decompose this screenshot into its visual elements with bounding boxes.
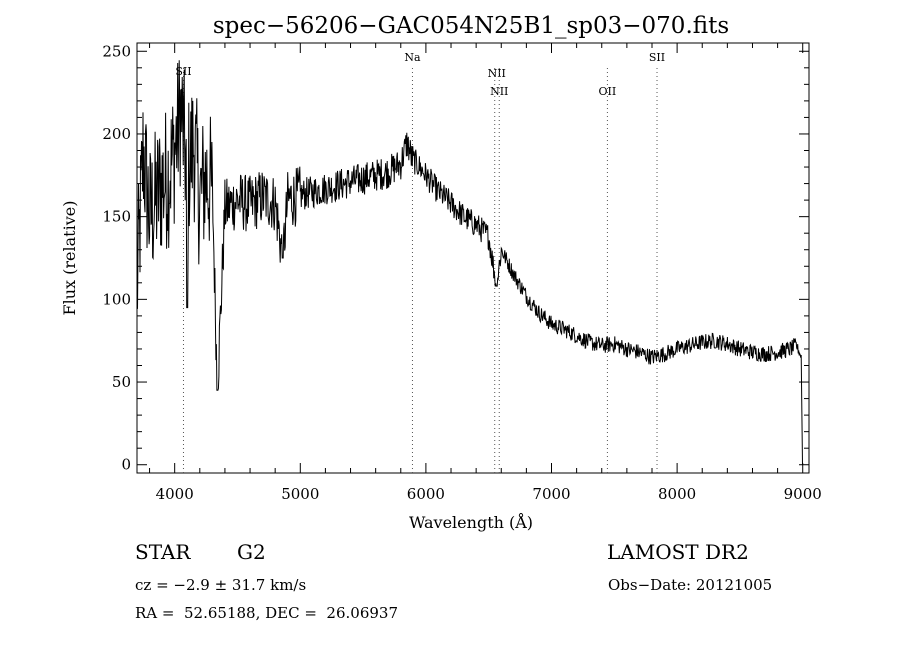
y-tick-label: 250 [102,42,131,60]
y-tick-label: 200 [102,125,131,143]
survey-name: LAMOST DR2 [607,540,749,564]
chart-title: spec−56206−GAC054N25B1_sp03−070.fits [213,13,729,39]
line-marker-label: OII [599,85,617,98]
spectrum-line [136,60,803,465]
x-tick-label: 9000 [784,485,822,503]
x-tick-label: 7000 [532,485,570,503]
y-tick-label: 0 [121,456,131,474]
radec-text: RA = 52.65188, DEC = 26.06937 [135,604,399,622]
line-marker-label: NII [488,67,506,80]
x-tick-label: 8000 [658,485,696,503]
line-marker-label: SII [649,51,665,64]
x-tick-label: 6000 [407,485,445,503]
y-tick-label: 50 [112,373,131,391]
x-axis-label: Wavelength (Å) [409,512,533,532]
object-class: STAR [135,540,191,564]
line-marker-label: Na [404,51,421,64]
y-tick-label: 100 [102,290,131,308]
y-axis-label: Flux (relative) [60,201,79,316]
axis-ticks: 4000 5000 6000 7000 8000 9000 0 50 100 150 200 250 [102,42,821,503]
redshift-text: cz = −2.9 ± 31.7 km/s [135,576,307,594]
y-tick-label: 150 [102,208,131,226]
obs-date-text: Obs−Date: 20121005 [608,576,773,594]
line-marker-label: NII [490,85,508,98]
x-tick-label: 5000 [281,485,319,503]
plot-frame [136,42,810,474]
x-tick-label: 4000 [156,485,194,503]
object-subclass: G2 [237,540,266,564]
